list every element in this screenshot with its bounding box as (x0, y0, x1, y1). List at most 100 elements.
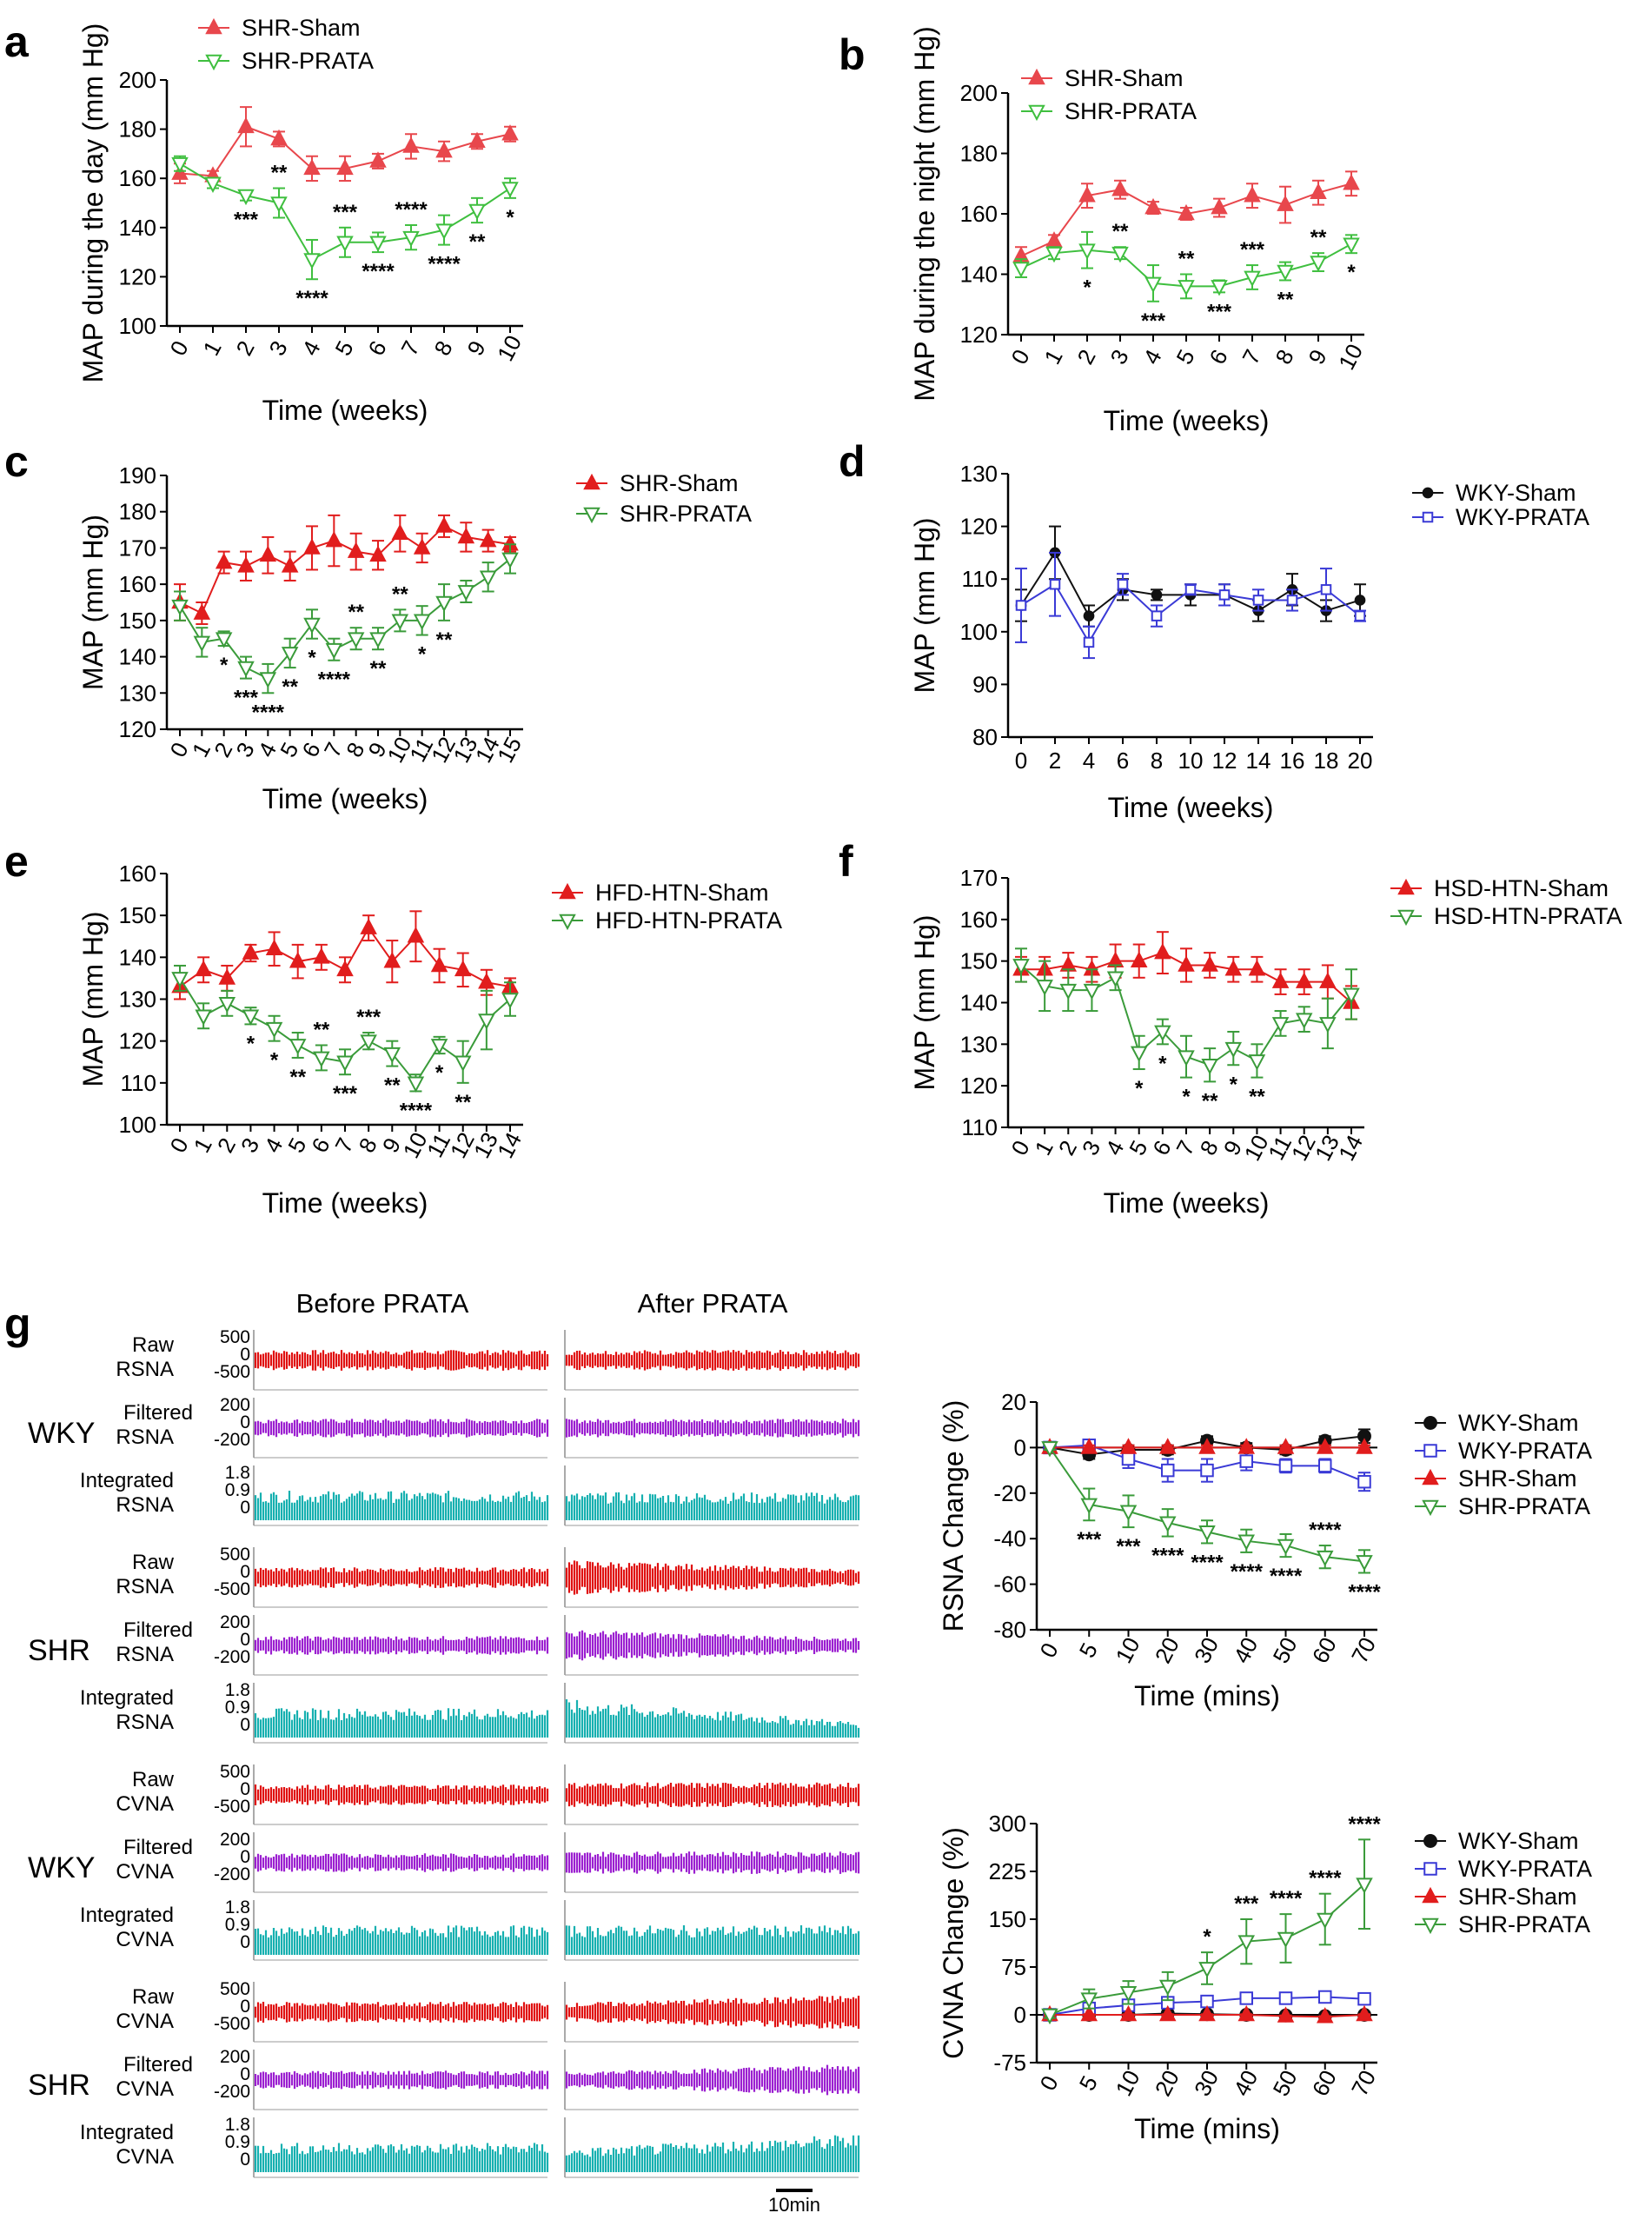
y-tick-label: 90 (972, 671, 998, 697)
data-point (383, 1047, 401, 1064)
trace-tick-label: 0 (240, 1715, 250, 1735)
data-point (369, 236, 387, 252)
filtered-trace-before (254, 1636, 549, 1655)
y-tick-label: 160 (119, 861, 156, 887)
legend-marker (205, 54, 222, 71)
raw-trace-before (254, 1784, 549, 1805)
data-point (1119, 1986, 1138, 2003)
x-tick-label: 5 (1074, 1638, 1103, 1662)
data-point (1121, 1452, 1136, 1466)
chart-panel-a: a 100 120 140 160 180 200 0 1 2 3 4 5 6 7 8 9 10 MAP durin… (4, 15, 527, 426)
data-point (1012, 262, 1030, 278)
y-tick-label: 170 (960, 865, 998, 891)
y-tick-label: 140 (960, 262, 998, 288)
data-point (237, 189, 255, 206)
data-point (1357, 1991, 1371, 2006)
significance-label: * (1203, 1925, 1211, 1949)
legend-label: SHR-PRATA (1065, 98, 1197, 124)
filtered-trace-after (565, 1419, 860, 1438)
data-point (1310, 256, 1327, 272)
data-point (1320, 584, 1332, 595)
data-point (1278, 1991, 1293, 2005)
data-point (215, 632, 233, 648)
y-axis-title: MAP (mm Hg) (909, 914, 940, 1090)
y-tick-label: -80 (993, 1617, 1026, 1643)
significance-label: ** (1178, 248, 1195, 271)
significance-label: ** (289, 1066, 306, 1089)
data-point (457, 527, 475, 544)
significance-label: *** (1141, 309, 1166, 333)
significance-label: ** (436, 628, 453, 652)
after-prata-label: After PRATA (638, 1288, 788, 1319)
data-point (1198, 2004, 1216, 2022)
legend-label: SHR-PRATA (620, 501, 752, 527)
legend-label: HFD-HTN-PRATA (595, 907, 782, 934)
y-tick-label: 75 (1001, 1954, 1026, 1980)
data-point (1083, 610, 1095, 621)
trace-tick-label: 0.9 (225, 1480, 250, 1500)
data-point (1161, 1463, 1175, 1478)
data-point (237, 556, 255, 573)
legend-marker (1422, 1886, 1439, 1904)
data-point (1119, 1505, 1138, 1521)
y-tick-label: 160 (119, 165, 156, 191)
data-point (1080, 1438, 1098, 1454)
significance-label: ** (384, 1074, 401, 1098)
significance-label: **** (1191, 1551, 1224, 1574)
data-point (1211, 280, 1228, 296)
data-point (1271, 972, 1290, 988)
integrated-trace-before (254, 1708, 549, 1738)
x-tick-label: 40 (1228, 2066, 1263, 2101)
trace-tick-label: 0 (240, 2064, 250, 2084)
data-point (1080, 2004, 1098, 2022)
x-tick-label: 4 (1083, 748, 1095, 774)
series-line (179, 558, 511, 680)
data-point (430, 1039, 448, 1055)
data-point (369, 545, 387, 562)
data-point (1239, 1991, 1253, 2005)
significance-label: **** (1231, 1560, 1264, 1584)
significance-label: ** (1249, 1086, 1265, 1109)
significance-label: *** (1207, 300, 1232, 323)
x-tick-label: 3 (263, 336, 292, 360)
significance-label: * (220, 654, 229, 677)
trace-tick-label: 0 (240, 2150, 250, 2170)
data-point (1130, 1046, 1148, 1063)
y-tick-label: 130 (119, 680, 156, 706)
x-tick-label: 0 (1005, 345, 1034, 369)
x-tick-label: 10 (1178, 748, 1204, 774)
data-point (242, 1009, 260, 1026)
scale-bar-label: 10min (768, 2194, 820, 2213)
x-tick-label: 40 (1228, 1633, 1263, 1668)
data-point (435, 595, 453, 613)
x-tick-label: 0 (164, 336, 193, 360)
data-point (1151, 589, 1163, 601)
data-point (347, 632, 365, 648)
x-tick-label: 20 (1150, 2066, 1184, 2101)
data-point (303, 538, 321, 555)
data-point (1178, 1050, 1195, 1067)
y-axis-title: RSNA Change (%) (938, 1400, 969, 1632)
panel-letter: c (4, 437, 29, 486)
significance-label: ** (469, 230, 486, 254)
significance-label: *** (333, 201, 358, 224)
data-point (1310, 183, 1327, 199)
data-point (1201, 955, 1218, 972)
x-tick-label: 1 (1038, 345, 1067, 369)
data-point (369, 632, 387, 648)
significance-label: * (435, 1061, 444, 1085)
y-tick-label: 160 (119, 571, 156, 597)
legend-marker (1423, 1444, 1437, 1458)
trace-nerve-label: RSNA (116, 1425, 174, 1449)
filtered-trace-after (565, 2064, 860, 2096)
data-point (1244, 270, 1261, 288)
x-tick-label: 60 (1307, 2066, 1342, 2101)
trace-tick-label: 0 (240, 1345, 250, 1365)
series-shr-sham (1012, 170, 1360, 267)
x-tick-label: 7 (1237, 345, 1265, 369)
data-point (369, 151, 387, 168)
data-point (1356, 2004, 1373, 2022)
data-point (1078, 243, 1096, 260)
data-point (171, 599, 189, 616)
series-shr-sham (171, 106, 519, 184)
